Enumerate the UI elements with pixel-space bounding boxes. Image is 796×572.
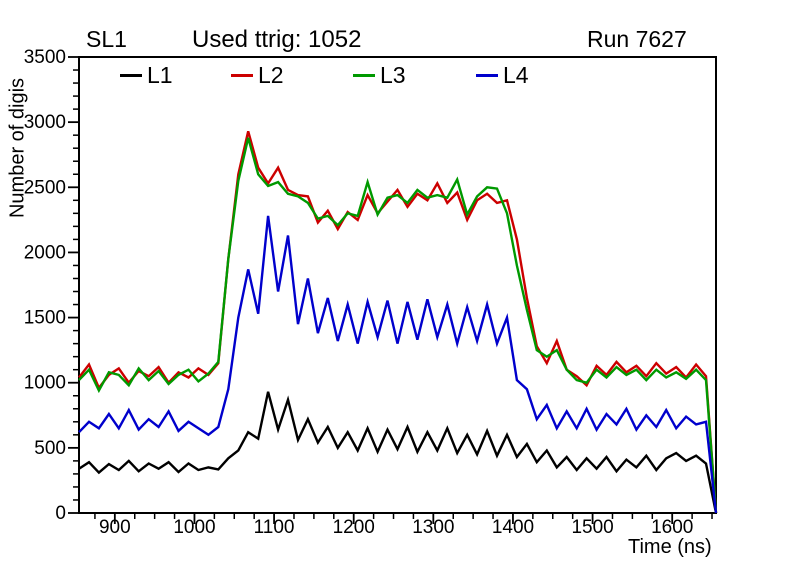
x-tick-label: 900	[99, 517, 131, 538]
x-tick-label: 1200	[333, 517, 375, 538]
l3-line-marker-icon	[353, 74, 375, 77]
superlayer-label: SL1	[86, 26, 127, 52]
y-tick-label: 1500	[24, 308, 66, 329]
legend-entry-l3: L3	[353, 62, 406, 89]
y-tick-label: 1000	[24, 373, 66, 394]
y-tick-label: 0	[55, 503, 66, 524]
legend-entry-l2: L2	[231, 62, 284, 89]
x-tick-label: 1500	[571, 517, 613, 538]
y-tick-label: 2000	[24, 242, 66, 263]
y-tick-label: 500	[34, 438, 66, 459]
x-tick-label: 1100	[254, 517, 295, 538]
legend-label-l2: L2	[258, 62, 284, 88]
series-line-l4	[78, 215, 718, 514]
series-line-l1	[78, 391, 718, 514]
x-tick-label: 1300	[412, 517, 454, 538]
chart-title: Used ttrig: 1052	[192, 26, 362, 53]
legend-label-l1: L1	[147, 62, 173, 88]
plot-frame	[78, 56, 717, 514]
series-line-l2	[78, 130, 718, 514]
y-tick-label: 3500	[24, 47, 66, 68]
l1-line-marker-icon	[120, 74, 142, 77]
y-tick-label: 3000	[24, 112, 66, 133]
legend-entry-l1: L1	[120, 62, 173, 89]
x-tick-label: 1600	[651, 517, 693, 538]
y-axis-title: Number of digis	[6, 77, 29, 219]
x-tick-label: 1400	[492, 517, 534, 538]
l4-line-marker-icon	[476, 74, 498, 77]
series-line-l3	[78, 137, 718, 514]
legend-label-l4: L4	[503, 62, 529, 88]
x-axis-title: Time (ns)	[628, 536, 712, 558]
run-number-label: Run 7627	[587, 26, 687, 52]
legend-label-l3: L3	[380, 62, 406, 88]
l2-line-marker-icon	[231, 74, 253, 77]
y-tick-label: 2500	[24, 177, 66, 198]
legend-entry-l4: L4	[476, 62, 529, 89]
x-tick-label: 1000	[173, 517, 215, 538]
